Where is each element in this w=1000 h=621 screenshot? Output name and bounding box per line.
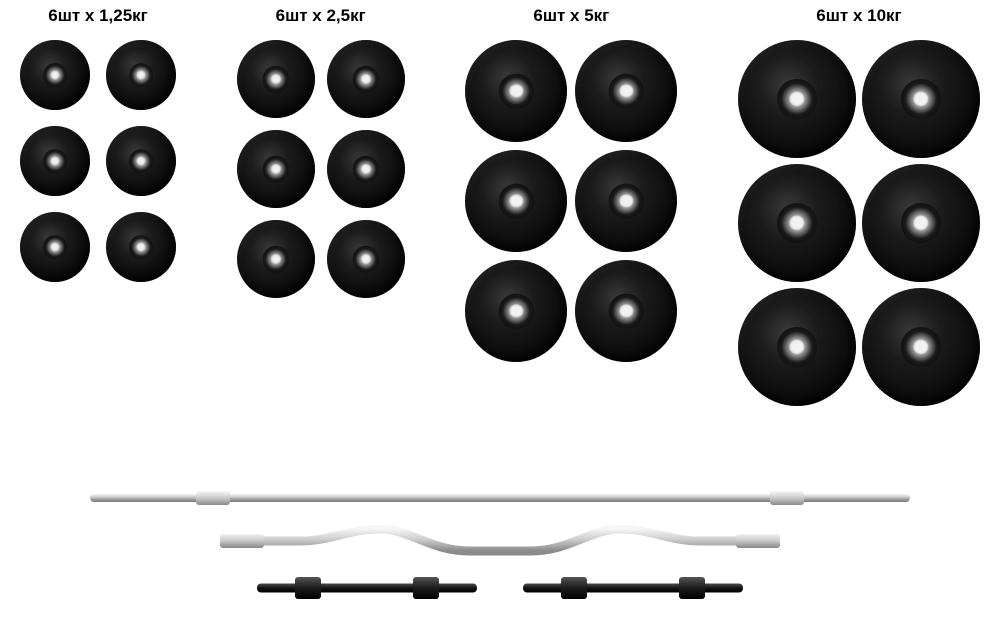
- weight-plate: [237, 130, 315, 208]
- plate-group-label: 6шт х 2,5кг: [276, 6, 366, 26]
- plate-group-label: 6шт х 1,25кг: [48, 6, 148, 26]
- dumbbell-handle: [523, 577, 743, 599]
- weight-plate: [465, 260, 567, 362]
- dumbbell-collar-right: [679, 577, 705, 599]
- weight-plate: [575, 260, 677, 362]
- weight-plate: [20, 126, 90, 196]
- weight-plate: [106, 126, 176, 196]
- plate-grid: [237, 40, 405, 298]
- straight-bar-collar-left: [196, 491, 230, 505]
- weight-plate: [575, 150, 677, 252]
- weight-plate: [465, 150, 567, 252]
- weight-plate: [237, 220, 315, 298]
- plate-group-label: 6шт х 5кг: [533, 6, 609, 26]
- plate-grid: [465, 40, 677, 362]
- straight-bar-collar-right: [770, 491, 804, 505]
- weight-plate: [738, 164, 856, 282]
- weight-plate: [106, 212, 176, 282]
- curl-bar-shape: [220, 525, 780, 557]
- straight-barbell: [90, 491, 910, 505]
- dumbbell-rod: [257, 584, 477, 593]
- dumbbell-row: [80, 577, 920, 599]
- weight-plate: [575, 40, 677, 142]
- plate-grid: [20, 40, 176, 282]
- weight-plate: [862, 40, 980, 158]
- weight-plate: [237, 40, 315, 118]
- weight-plate: [327, 220, 405, 298]
- dumbbell-handle: [257, 577, 477, 599]
- dumbbell-collar-right: [413, 577, 439, 599]
- weight-plate: [862, 164, 980, 282]
- plate-group: 6шт х 2,5кг: [237, 0, 405, 406]
- weight-plate: [465, 40, 567, 142]
- weight-plate: [20, 212, 90, 282]
- plate-group: 6шт х 10кг: [738, 0, 980, 406]
- weight-plate: [20, 40, 90, 110]
- dumbbell-collar-left: [561, 577, 587, 599]
- bars-section: [0, 491, 1000, 599]
- weight-plate: [327, 40, 405, 118]
- weight-plate: [738, 40, 856, 158]
- plate-group: 6шт х 5кг: [465, 0, 677, 406]
- weight-plate: [327, 130, 405, 208]
- curl-bar-path: [220, 529, 780, 551]
- dumbbell-rod: [523, 584, 743, 593]
- curl-bar-collar-left: [220, 534, 264, 548]
- dumbbell-collar-left: [295, 577, 321, 599]
- plate-group-label: 6шт х 10кг: [816, 6, 901, 26]
- plate-grid: [738, 40, 980, 406]
- plate-groups: 6шт х 1,25кг 6шт х 2,5кг 6шт х 5кг 6шт х 10…: [0, 0, 1000, 406]
- weight-plate: [106, 40, 176, 110]
- plate-group: 6шт х 1,25кг: [20, 0, 176, 406]
- weight-plate: [862, 288, 980, 406]
- weight-plate: [738, 288, 856, 406]
- curl-bar-collar-right: [736, 534, 780, 548]
- curl-barbell: [220, 525, 780, 557]
